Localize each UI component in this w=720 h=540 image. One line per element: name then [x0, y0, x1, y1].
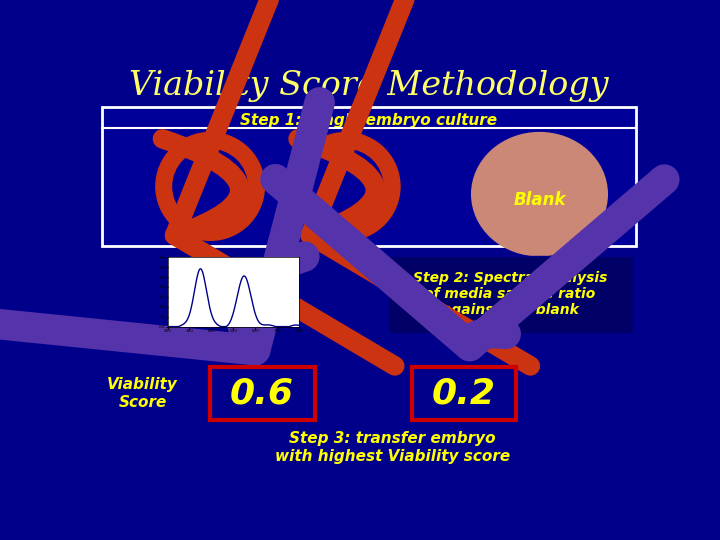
Text: Step 3: transfer embryo
with highest Viability score: Step 3: transfer embryo with highest Via…	[274, 431, 510, 464]
Text: Viability Score Methodology: Viability Score Methodology	[129, 70, 609, 103]
Text: Step 2: Spectral analysis
of media sample ratio
against the blank: Step 2: Spectral analysis of media sampl…	[413, 271, 607, 318]
Circle shape	[292, 132, 400, 240]
Circle shape	[173, 150, 248, 224]
Text: 0.6: 0.6	[230, 376, 294, 410]
Text: Viability
Score: Viability Score	[107, 377, 178, 410]
Text: Blank: Blank	[513, 191, 566, 208]
Circle shape	[156, 132, 264, 240]
Text: Step 1: Single embryo culture: Step 1: Single embryo culture	[240, 113, 498, 128]
Text: 0.2: 0.2	[431, 376, 495, 410]
Circle shape	[309, 150, 383, 224]
Bar	[210, 367, 315, 420]
Bar	[412, 367, 516, 420]
Bar	[388, 256, 632, 333]
Bar	[102, 107, 636, 246]
Ellipse shape	[472, 132, 607, 256]
